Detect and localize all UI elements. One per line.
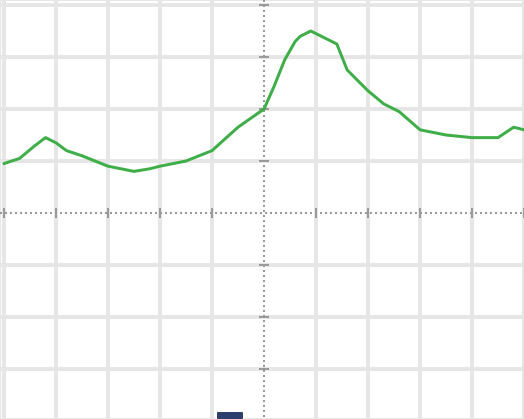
marker-icon: [217, 412, 243, 419]
bottom-marker: [217, 412, 243, 419]
series-layer: [2, 29, 524, 173]
series-line-0: [2, 29, 524, 173]
